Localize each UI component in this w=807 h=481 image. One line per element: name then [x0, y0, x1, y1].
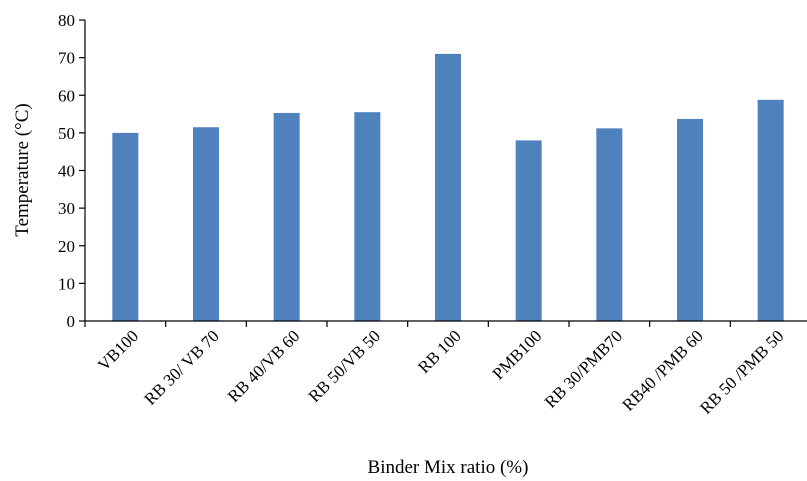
x-tick-label: VB100: [94, 326, 142, 374]
y-tick-label: 80: [58, 11, 75, 30]
y-tick-label: 70: [58, 49, 75, 68]
x-tick-label: RB 30/ VB 70: [140, 326, 222, 408]
bar: [273, 112, 300, 321]
x-tick-label: RB 50 /PMB 50: [696, 326, 787, 417]
bar: [435, 53, 461, 322]
y-tick-label: 60: [58, 86, 75, 105]
y-tick-label: 40: [58, 162, 75, 181]
x-tick-label: RB 50/VB 50: [305, 326, 385, 406]
y-tick-label: 20: [58, 237, 75, 256]
bar: [677, 118, 703, 321]
y-axis-ticks: 0 10 20 30 40 50 60 70 80: [58, 11, 85, 331]
bar: [354, 112, 381, 322]
x-tick-label: RB40 /PMB 60: [619, 326, 707, 414]
bar: [596, 128, 623, 321]
bar: [515, 140, 542, 321]
bars: [112, 53, 784, 322]
x-tick-label: RB 30/PMB70: [541, 326, 626, 411]
y-axis-title: Temperature (°C): [12, 103, 33, 236]
bar: [193, 127, 219, 321]
x-tick-label: PMB100: [489, 326, 546, 383]
bar: [757, 99, 784, 321]
y-tick-label: 30: [58, 199, 75, 218]
x-axis-title: Binder Mix ratio (%): [368, 457, 529, 478]
y-tick-label: 50: [58, 124, 75, 143]
bar: [112, 132, 139, 321]
x-tick-label: RB 40/VB 60: [224, 326, 304, 406]
y-tick-label: 10: [58, 274, 75, 293]
y-tick-label: 0: [67, 312, 76, 331]
x-tick-label: RB 100: [414, 326, 465, 377]
